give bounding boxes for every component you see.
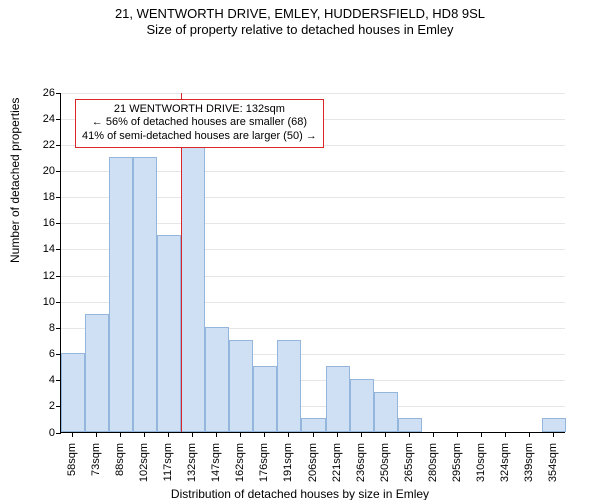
callout-line: ← 56% of detached houses are smaller (68…	[82, 116, 317, 130]
y-tick: 18	[23, 191, 55, 203]
callout-line: 41% of semi-detached houses are larger (…	[82, 130, 317, 144]
x-axis-label: Distribution of detached houses by size …	[0, 487, 600, 500]
histogram-bar	[350, 379, 374, 431]
y-tick: 24	[23, 113, 55, 125]
callout-box: 21 WENTWORTH DRIVE: 132sqm← 56% of detac…	[75, 99, 324, 148]
histogram-bar	[109, 157, 133, 432]
histogram-bar	[374, 392, 398, 431]
y-axis-label: Number of detached properties	[8, 97, 22, 262]
y-tick: 22	[23, 139, 55, 151]
y-tick: 26	[23, 87, 55, 99]
histogram-bar	[253, 366, 277, 431]
y-tick: 8	[23, 322, 55, 334]
y-tick: 16	[23, 217, 55, 229]
y-tick: 10	[23, 296, 55, 308]
y-tick: 0	[23, 427, 55, 439]
histogram-bar	[326, 366, 350, 431]
histogram-bar	[133, 157, 157, 432]
y-tick: 20	[23, 165, 55, 177]
histogram-bar	[542, 418, 566, 431]
callout-line: 21 WENTWORTH DRIVE: 132sqm	[82, 103, 317, 117]
histogram-bar	[85, 314, 109, 432]
histogram-bar	[157, 235, 181, 431]
histogram-bar	[229, 340, 253, 432]
histogram-bar	[301, 418, 325, 431]
y-tick: 4	[23, 374, 55, 386]
chart-title-block: 21, WENTWORTH DRIVE, EMLEY, HUDDERSFIELD…	[0, 0, 600, 39]
y-tick: 6	[23, 348, 55, 360]
histogram-bar	[277, 340, 301, 432]
y-tick: 12	[23, 270, 55, 282]
histogram-bar	[398, 418, 422, 431]
histogram-bar	[61, 353, 85, 431]
y-tick: 2	[23, 400, 55, 412]
histogram-bar	[205, 327, 229, 432]
histogram-bar	[181, 144, 205, 432]
y-tick: 14	[23, 243, 55, 255]
chart-title-line1: 21, WENTWORTH DRIVE, EMLEY, HUDDERSFIELD…	[0, 6, 600, 22]
chart-title-line2: Size of property relative to detached ho…	[0, 22, 600, 38]
